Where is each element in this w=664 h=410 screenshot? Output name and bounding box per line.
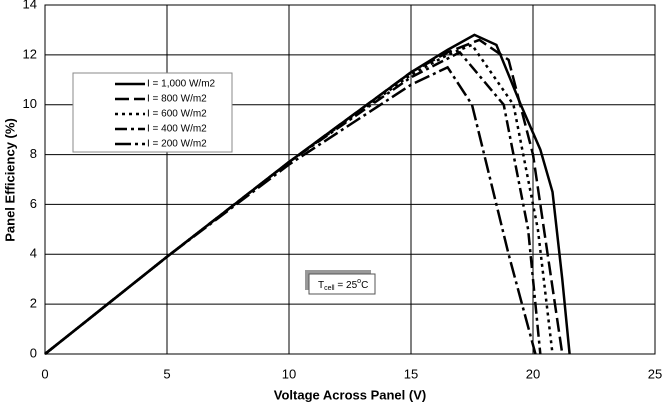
legend-label: I = 800 W/m2 bbox=[147, 94, 207, 105]
annotation: Tcell = 25oC bbox=[318, 278, 368, 292]
y-axis-label: Panel Efficiency (%) bbox=[2, 118, 17, 242]
x-tick-label: 5 bbox=[163, 366, 170, 381]
y-tick-label: 6 bbox=[30, 196, 37, 211]
x-tick-label: 25 bbox=[648, 366, 662, 381]
legend-box bbox=[72, 72, 233, 153]
y-tick-label: 8 bbox=[30, 146, 37, 161]
y-tick-label: 12 bbox=[23, 46, 37, 61]
legend-label: I = 1,000 W/m2 bbox=[147, 79, 216, 90]
y-tick-label: 4 bbox=[30, 246, 37, 261]
plot-area bbox=[44, 4, 656, 355]
annotation-box bbox=[308, 273, 376, 295]
y-tick-label: 2 bbox=[30, 296, 37, 311]
annotation-part: = 25 bbox=[335, 280, 358, 291]
annotation-part: cell bbox=[324, 285, 335, 292]
legend-label: I = 600 W/m2 bbox=[147, 109, 207, 120]
annotation-part: T bbox=[318, 280, 324, 291]
x-axis-label: Voltage Across Panel (V) bbox=[274, 387, 426, 402]
annotation-part: o bbox=[357, 278, 361, 285]
series-line bbox=[44, 65, 537, 355]
legend-label: I = 200 W/m2 bbox=[147, 139, 207, 150]
y-tick-label: 14 bbox=[23, 0, 37, 11]
annotation-part: C bbox=[361, 280, 368, 291]
y-tick-label: 0 bbox=[30, 345, 37, 360]
x-tick-label: 20 bbox=[526, 366, 540, 381]
legend: I = 1,000 W/m2 I = 800 W/m2 I = 600 W/m2 I … bbox=[72, 72, 233, 153]
series-line bbox=[44, 50, 542, 355]
x-tick-label: 10 bbox=[282, 366, 296, 381]
legend-label: I = 400 W/m2 bbox=[147, 124, 207, 135]
x-tick-label: 0 bbox=[41, 366, 48, 381]
y-tick-label: 10 bbox=[23, 96, 37, 111]
x-tick-label: 15 bbox=[404, 366, 418, 381]
